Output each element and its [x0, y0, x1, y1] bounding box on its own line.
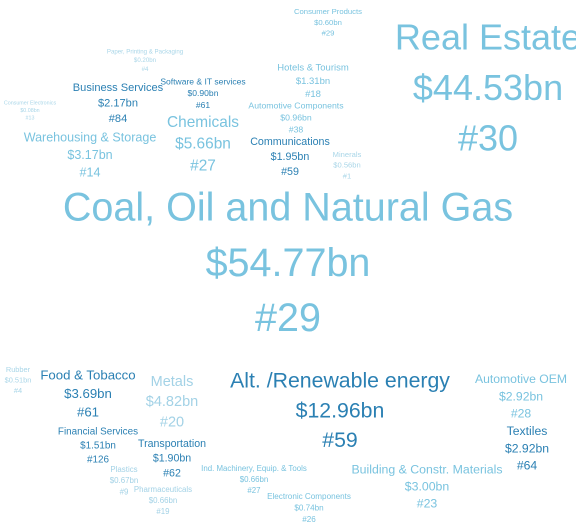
sector-rank: #23: [417, 497, 438, 511]
sector-name: Rubber: [6, 365, 31, 374]
sector-name: Automotive Components: [248, 100, 344, 110]
sector-value: $0.74bn: [294, 504, 323, 513]
sector-name: Chemicals: [167, 114, 239, 131]
sector-rank: #28: [511, 406, 532, 420]
sector-value: $1.31bn: [296, 76, 330, 87]
sector-name: Coal, Oil and Natural Gas: [63, 185, 513, 229]
sector-rank: #26: [302, 515, 316, 524]
sector-value: $2.92bn: [499, 389, 543, 403]
sector-name: Ind. Machinery, Equip. & Tools: [201, 464, 307, 473]
sector-value: $0.67bn: [110, 476, 139, 485]
sector-name: Software & IT services: [160, 76, 245, 86]
sector-rank: #20: [160, 415, 184, 431]
sector-value: $0.96bn: [280, 112, 312, 122]
sector-name: Plastics: [110, 465, 137, 474]
sector-value: $0.51bn: [5, 375, 32, 384]
sector-name: Real Estate: [395, 17, 576, 58]
sector-value: $0.56bn: [333, 161, 360, 170]
sector-value: $1.90bn: [153, 453, 191, 465]
sector-name: Automotive OEM: [475, 372, 567, 386]
sector-name: Food & Tobacco: [40, 368, 135, 383]
sector-value: $54.77bn: [206, 241, 371, 285]
sector-rank: #30: [458, 117, 518, 158]
sector-rank: #38: [289, 125, 304, 135]
sector-name: Consumer Products: [294, 7, 362, 16]
sector-value: $4.82bn: [146, 394, 198, 410]
sector-rank: #1: [343, 171, 351, 180]
sector-name: Transportation: [138, 438, 206, 450]
sector-name: Paper, Printing & Packaging: [107, 49, 184, 56]
sector-rank: #64: [517, 458, 538, 472]
sector-rank: #59: [322, 428, 357, 452]
sector-name: Building & Constr. Materials: [351, 462, 502, 476]
sector-name: Communications: [250, 136, 330, 148]
sector-rank: #19: [156, 507, 169, 516]
sector-rank: #59: [281, 166, 299, 178]
sector-rank: #29: [255, 296, 321, 340]
sector-name: Alt. /Renewable energy: [230, 369, 450, 393]
sector-value: $0.60bn: [314, 18, 342, 27]
sector-rank: #9: [120, 487, 129, 496]
sector-name: Hotels & Tourism: [277, 63, 349, 74]
sector-rank: #61: [77, 405, 99, 420]
sector-name: Financial Services: [58, 427, 138, 438]
sector-value: $1.95bn: [271, 151, 310, 163]
sector-value: $0.90bn: [188, 88, 219, 98]
sector-value: $3.69bn: [64, 386, 112, 401]
sector-rank: #4: [142, 66, 149, 73]
sector-value: $1.51bn: [80, 440, 116, 451]
sector-value: $44.53bn: [413, 67, 563, 108]
sector-name: Textiles: [507, 424, 548, 438]
sector-rank: #29: [322, 29, 335, 38]
sector-rank: #14: [80, 165, 101, 179]
sector-value: $0.08bn: [20, 108, 39, 114]
sector-value: $0.20bn: [134, 57, 157, 64]
sector-rank: #84: [109, 113, 127, 125]
sector-name: Minerals: [333, 150, 362, 159]
sector-value: $5.66bn: [175, 136, 231, 153]
sector-value: $12.96bn: [296, 398, 385, 422]
sector-rank: #27: [247, 486, 260, 495]
sector-value: $3.17bn: [67, 148, 112, 162]
sector-name: Metals: [151, 374, 194, 390]
sector-value: $0.66bn: [149, 496, 177, 505]
sector-rank: #126: [87, 454, 109, 465]
sector-rank: #27: [190, 157, 216, 174]
sector-name: Warehousing & Storage: [24, 130, 157, 144]
sector-name: Pharmaceuticals: [134, 485, 192, 494]
sector-rank: #18: [305, 89, 321, 100]
sector-value: $2.17bn: [98, 97, 138, 109]
sector-rank: #61: [196, 100, 211, 110]
sector-name: Consumer Electronics: [4, 100, 57, 106]
sector-name: Business Services: [73, 82, 164, 94]
sector-value: $0.66bn: [240, 475, 268, 484]
sector-value: $3.00bn: [405, 479, 450, 493]
sector-rank: #62: [163, 468, 181, 480]
sector-name: Electronic Components: [267, 492, 351, 501]
sector-value: $2.92bn: [505, 441, 549, 455]
sector-rank: #4: [14, 386, 22, 395]
sector-rank: #13: [26, 115, 35, 121]
